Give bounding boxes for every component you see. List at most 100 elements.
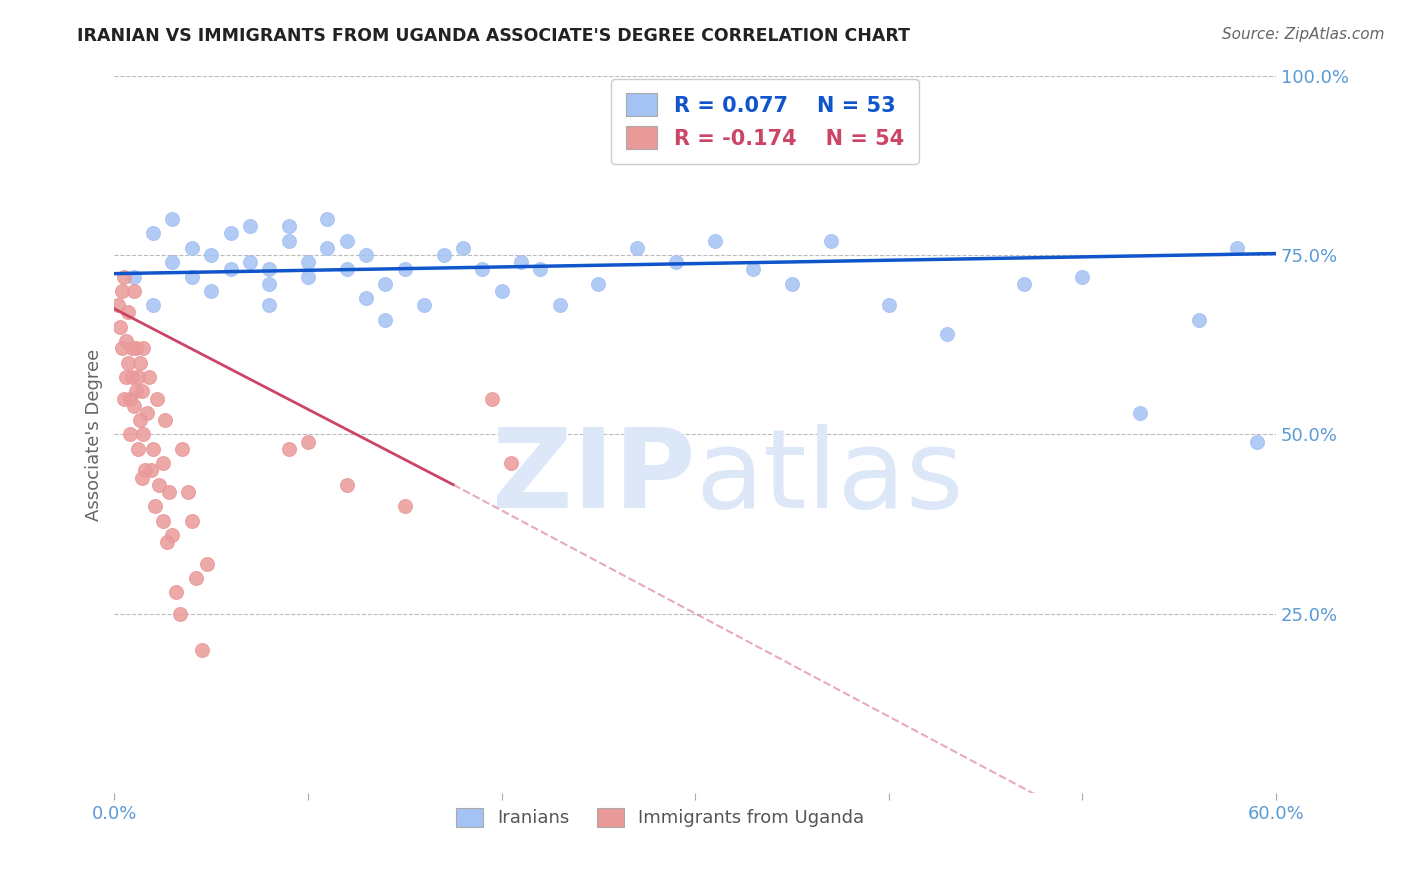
Point bbox=[259, 298, 281, 312]
Point bbox=[471, 262, 494, 277]
Point bbox=[491, 284, 513, 298]
Point bbox=[122, 269, 145, 284]
Point bbox=[172, 442, 194, 456]
Text: IRANIAN VS IMMIGRANTS FROM UGANDA ASSOCIATE'S DEGREE CORRELATION CHART: IRANIAN VS IMMIGRANTS FROM UGANDA ASSOCI… bbox=[77, 27, 910, 45]
Point bbox=[143, 500, 166, 514]
Point bbox=[134, 463, 156, 477]
Point bbox=[162, 212, 184, 227]
Point bbox=[1071, 269, 1094, 284]
Point bbox=[117, 305, 139, 319]
Point bbox=[394, 262, 416, 277]
Point bbox=[111, 341, 134, 355]
Point bbox=[277, 234, 299, 248]
Point bbox=[153, 413, 176, 427]
Point bbox=[184, 571, 207, 585]
Point bbox=[935, 326, 957, 341]
Point bbox=[142, 298, 165, 312]
Point bbox=[336, 477, 359, 491]
Point bbox=[297, 269, 319, 284]
Point bbox=[180, 241, 202, 255]
Point bbox=[136, 406, 159, 420]
Point bbox=[354, 248, 377, 262]
Point bbox=[112, 269, 135, 284]
Point bbox=[1129, 406, 1152, 420]
Point bbox=[780, 277, 803, 291]
Point bbox=[156, 535, 179, 549]
Text: ZIP: ZIP bbox=[492, 424, 695, 531]
Point bbox=[316, 241, 339, 255]
Point bbox=[180, 269, 202, 284]
Point bbox=[157, 484, 180, 499]
Point bbox=[190, 642, 212, 657]
Point bbox=[394, 500, 416, 514]
Point bbox=[219, 227, 242, 241]
Point bbox=[316, 212, 339, 227]
Point bbox=[1014, 277, 1036, 291]
Point bbox=[152, 514, 174, 528]
Point bbox=[501, 456, 523, 470]
Point bbox=[165, 585, 187, 599]
Point bbox=[219, 262, 242, 277]
Point bbox=[374, 277, 396, 291]
Point bbox=[146, 392, 169, 406]
Point bbox=[877, 298, 900, 312]
Point bbox=[180, 514, 202, 528]
Point bbox=[169, 607, 191, 621]
Point bbox=[665, 255, 688, 269]
Point bbox=[239, 219, 262, 234]
Point bbox=[481, 392, 503, 406]
Point bbox=[121, 341, 143, 355]
Point bbox=[131, 470, 153, 484]
Point bbox=[117, 356, 139, 370]
Point bbox=[115, 334, 138, 348]
Point bbox=[742, 262, 765, 277]
Point bbox=[588, 277, 610, 291]
Point bbox=[110, 319, 132, 334]
Point bbox=[141, 463, 163, 477]
Point bbox=[148, 477, 170, 491]
Point bbox=[162, 255, 184, 269]
Point bbox=[451, 241, 474, 255]
Point bbox=[259, 277, 281, 291]
Point bbox=[297, 255, 319, 269]
Point bbox=[121, 370, 143, 384]
Legend: Iranians, Immigrants from Uganda: Iranians, Immigrants from Uganda bbox=[449, 801, 872, 835]
Point bbox=[132, 341, 155, 355]
Point bbox=[239, 255, 262, 269]
Point bbox=[703, 234, 725, 248]
Y-axis label: Associate's Degree: Associate's Degree bbox=[86, 348, 103, 521]
Point bbox=[1226, 241, 1249, 255]
Point bbox=[162, 528, 184, 542]
Point bbox=[413, 298, 436, 312]
Point bbox=[125, 384, 148, 399]
Point bbox=[548, 298, 571, 312]
Point bbox=[112, 392, 135, 406]
Point bbox=[336, 234, 359, 248]
Point bbox=[510, 255, 533, 269]
Point bbox=[118, 392, 141, 406]
Point bbox=[122, 284, 145, 298]
Point bbox=[127, 442, 149, 456]
Point bbox=[115, 370, 138, 384]
Point bbox=[195, 557, 218, 571]
Point bbox=[626, 241, 648, 255]
Point bbox=[259, 262, 281, 277]
Point bbox=[1246, 434, 1268, 449]
Text: Source: ZipAtlas.com: Source: ZipAtlas.com bbox=[1222, 27, 1385, 42]
Point bbox=[374, 312, 396, 326]
Point bbox=[122, 399, 145, 413]
Point bbox=[432, 248, 454, 262]
Point bbox=[820, 234, 842, 248]
Point bbox=[277, 219, 299, 234]
Text: atlas: atlas bbox=[695, 424, 963, 531]
Point bbox=[1187, 312, 1209, 326]
Point bbox=[132, 427, 155, 442]
Point bbox=[107, 298, 129, 312]
Point bbox=[200, 284, 222, 298]
Point bbox=[142, 227, 165, 241]
Point bbox=[297, 434, 319, 449]
Point bbox=[200, 248, 222, 262]
Point bbox=[336, 262, 359, 277]
Point bbox=[177, 484, 200, 499]
Point bbox=[277, 442, 299, 456]
